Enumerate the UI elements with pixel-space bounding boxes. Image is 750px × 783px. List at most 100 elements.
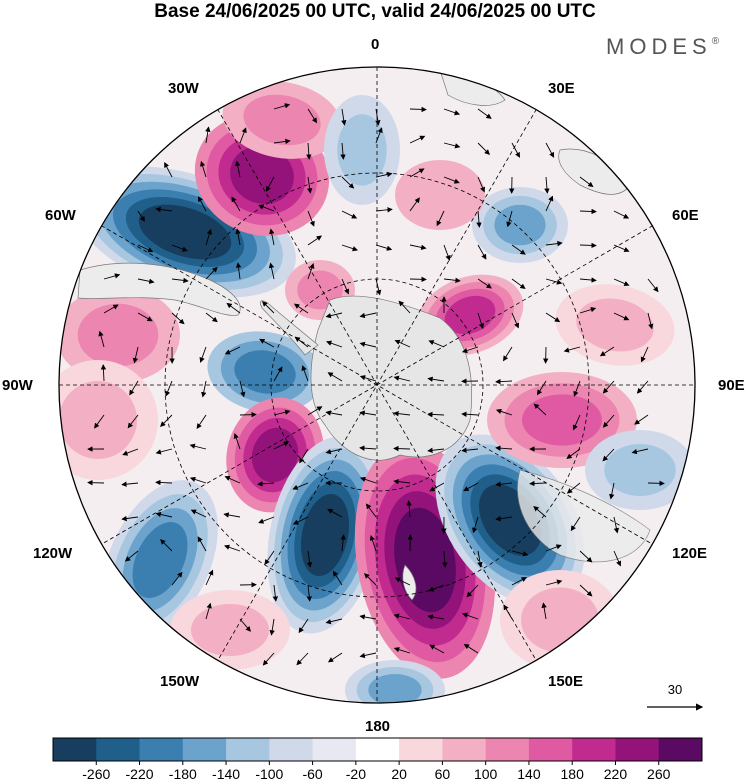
colorbar-label-11: 180 [560,766,584,782]
wind-arrow-139 [393,445,411,452]
wind-arrow-132 [409,197,420,212]
anomaly-blob-12-level-1 [337,114,387,186]
africa-tip [558,148,631,195]
wind-arrow-182 [506,210,513,228]
wind-arrow-154 [427,376,445,382]
wind-arrow-162 [429,644,445,654]
wind-arrow-111 [327,652,343,663]
wind-arrow-184 [511,278,526,289]
colorbar-swatch-13 [615,738,660,761]
wind-arrow-28 [155,511,173,518]
wind-arrow-71 [273,441,290,450]
colorbar [52,737,703,765]
wind-arrow-118 [359,312,377,319]
wind-arrow-196 [544,176,550,194]
wind-arrow-4 [94,414,105,429]
modes-logo: MODES® [606,34,719,60]
wind-arrow-38 [201,380,207,398]
wind-arrow-226 [613,312,630,321]
wind-arrow-144 [393,613,411,620]
wind-arrow-51 [226,302,241,314]
wind-arrow-97 [341,176,355,189]
colorbar-swatch-4 [226,738,270,761]
wind-arrow-213 [579,277,597,283]
wind-arrow-96 [340,142,346,160]
anomaly-blob-13-level-0 [395,160,485,230]
wind-arrow-133 [409,244,427,250]
wind-arrow-77 [262,652,275,666]
wind-arrow-73 [258,516,275,524]
wind-arrow-165 [477,176,486,193]
wind-arrow-78 [307,108,318,124]
wind-arrow-160 [428,584,445,592]
wind-arrow-212 [579,242,597,249]
wind-arrow-46 [239,127,247,144]
wind-arrow-224 [613,244,630,253]
wind-arrow-192 [511,550,529,557]
wind-arrow-186 [503,346,513,362]
wind-arrow-223 [613,210,630,219]
wind-arrow-32 [200,160,207,178]
wind-arrow-0 [103,273,121,280]
wind-arrow-221 [579,550,593,563]
wind-arrow-130 [409,135,426,144]
wind-arrow-198 [545,240,563,247]
wind-arrow-177 [466,584,479,598]
wind-arrow-20 [171,244,188,252]
wind-arrow-125 [369,534,377,552]
wind-arrow-208 [545,579,563,586]
wind-arrow-220 [570,516,581,532]
wind-arrow-14 [122,448,139,456]
wind-arrow-62 [273,138,291,145]
wind-arrow-67 [262,301,275,314]
label-60w: 60W [45,207,76,224]
registered-mark: ® [711,36,720,47]
new-zealand [402,564,417,601]
wind-arrow-137 [393,375,411,382]
wind-arrow-40 [189,443,207,450]
colorbar-label-1: -220 [125,766,154,782]
wind-arrow-29 [160,539,173,552]
anomaly-blob-19-level-1 [521,587,599,653]
wind-arrow-185 [511,312,520,329]
wind-arrow-36 [205,312,218,323]
wind-arrow-35 [205,266,218,280]
wind-arrow-68 [259,338,275,348]
wind-arrow-219 [566,482,581,494]
wind-arrow-229 [602,414,615,428]
wind-arrow-127 [359,614,377,620]
brand-text: MODES [606,34,712,59]
wind-arrow-9 [137,278,155,284]
wind-arrow-117 [375,278,382,296]
wind-arrow-222 [579,584,593,597]
wind-arrow-121 [359,410,377,416]
wind-arrow-15 [121,481,139,487]
wind-arrow-10 [137,312,153,322]
wind-arrow-131 [409,168,425,178]
wind-arrow-225 [613,278,630,286]
wind-arrow-12 [129,380,139,396]
wind-arrow-169 [477,312,485,330]
wind-arrow-155 [427,411,445,418]
wind-arrow-86 [301,365,309,382]
wind-arrow-90 [292,516,309,525]
wind-arrow-76 [269,618,275,636]
wind-arrow-238 [634,414,649,425]
wind-arrow-174 [463,482,479,492]
wind-arrow-237 [636,380,649,394]
wind-arrow-126 [364,573,377,586]
wind-arrow-70 [273,409,291,416]
wind-arrow-115 [375,207,393,213]
wind-arrow-173 [461,447,479,453]
map-boundary [58,66,696,704]
wind-arrow-37 [199,346,207,363]
wind-arrow-101 [325,312,343,319]
wind-arrow-180 [511,142,520,158]
wind-arrow-30 [171,571,183,586]
anomaly-blob-4-level-2 [234,350,296,394]
wind-arrow-136 [394,339,411,348]
wind-arrow-100 [341,278,350,295]
wind-arrow-227 [599,346,615,357]
wind-arrow-179 [463,643,479,654]
